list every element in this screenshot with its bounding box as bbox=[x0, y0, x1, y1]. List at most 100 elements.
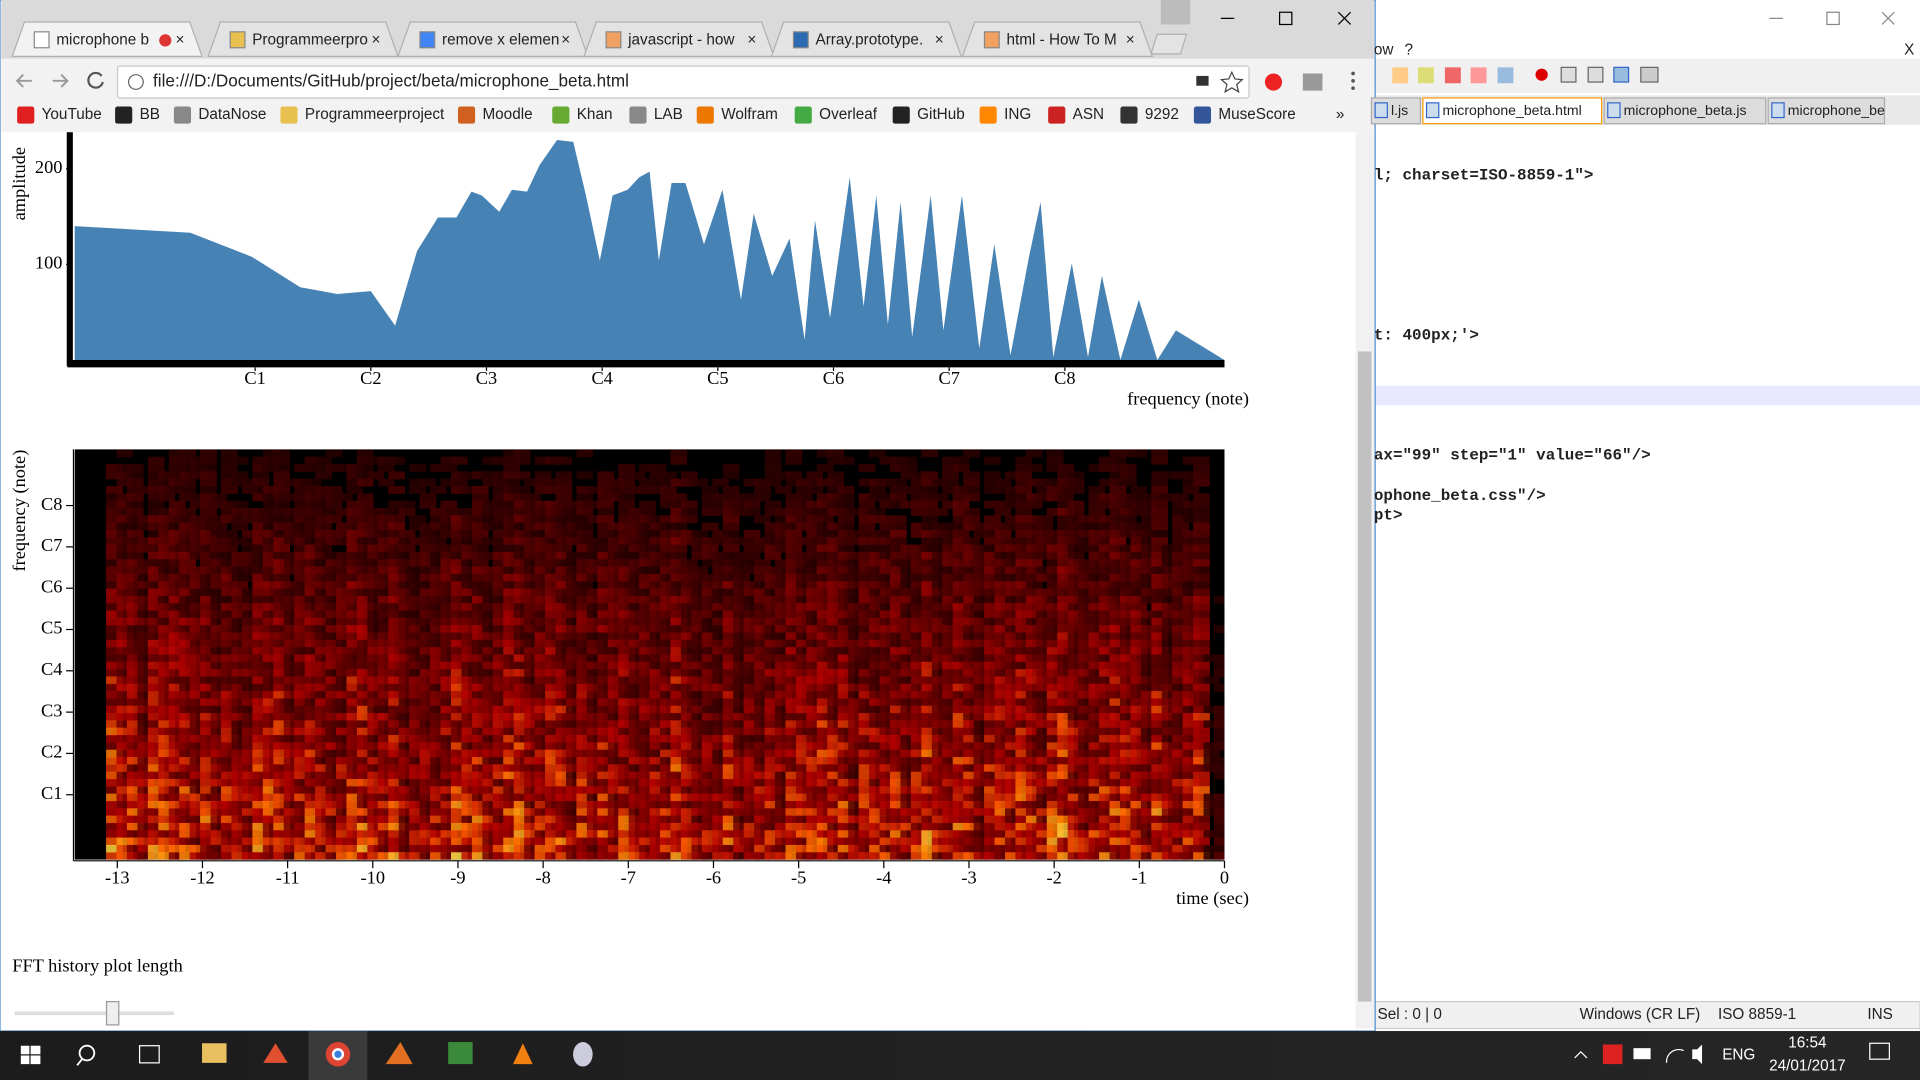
spectrogram-cell bbox=[409, 713, 426, 722]
spectrogram-cell bbox=[722, 507, 740, 516]
spectrogram-cell bbox=[482, 676, 500, 685]
spectrogram-cell bbox=[1130, 500, 1148, 509]
spectrogram-cell bbox=[346, 742, 364, 751]
spectrogram-cell bbox=[1119, 522, 1137, 531]
spectrogram-cell bbox=[785, 676, 803, 685]
editor-window-buttons[interactable] bbox=[1769, 11, 1895, 26]
spectrogram-cell bbox=[952, 735, 970, 744]
spectrogram-cell bbox=[910, 779, 928, 787]
spectrogram-cell bbox=[252, 486, 270, 494]
spectrogram-cell bbox=[618, 471, 635, 480]
spectrogram-cell bbox=[409, 669, 426, 678]
spectrogram-cell bbox=[795, 669, 813, 678]
spectrogram-cell bbox=[1161, 779, 1179, 787]
spectrogram-cell bbox=[973, 522, 991, 531]
spectrogram-cell bbox=[189, 669, 207, 678]
spectrogram-cell bbox=[294, 493, 311, 502]
spectrogram-cell bbox=[816, 691, 834, 700]
spectrogram-cell bbox=[775, 757, 792, 765]
spectrogram-cell bbox=[963, 522, 980, 531]
spectrogram-cell bbox=[534, 544, 552, 553]
spectrogram-cell bbox=[994, 808, 1012, 817]
spectrogram-cell bbox=[471, 822, 489, 831]
spectrogram-cell bbox=[283, 691, 301, 700]
spectrogram-cell bbox=[1119, 749, 1137, 758]
spectrogram-cell bbox=[879, 544, 897, 553]
spectrogram-cell bbox=[294, 537, 311, 546]
spectrogram-cell bbox=[806, 764, 824, 773]
spectrogram-cell bbox=[858, 698, 876, 707]
spectrogram-cell bbox=[1015, 749, 1033, 758]
spectrogram-cell bbox=[231, 537, 249, 546]
spectrogram-cell bbox=[984, 698, 1001, 707]
spectrogram-cell bbox=[1099, 661, 1116, 670]
spectrogram-cell bbox=[900, 786, 918, 795]
spectrogram-cell bbox=[921, 669, 939, 678]
spectrogram-cell bbox=[336, 617, 353, 626]
spectrogram-cell bbox=[1151, 691, 1169, 700]
spectrogram-cell bbox=[816, 515, 834, 524]
spectrogram-cell bbox=[607, 727, 625, 736]
spectrogram-cell bbox=[607, 683, 625, 692]
spectrogram-cell bbox=[1099, 779, 1116, 787]
spectrogram-cell bbox=[743, 529, 761, 538]
editor-toolbar-icons[interactable] bbox=[1392, 66, 1659, 84]
spectrogram-cell bbox=[158, 625, 176, 634]
spectrogram-cell bbox=[680, 610, 698, 619]
spectrogram-cell bbox=[900, 559, 918, 568]
spectrogram-cell bbox=[158, 493, 176, 502]
spectrogram-cell bbox=[848, 742, 865, 751]
spectrogram-cell bbox=[1119, 625, 1137, 634]
spectrogram-cell bbox=[1140, 617, 1158, 626]
spectrogram-cell bbox=[304, 566, 322, 575]
spectrogram-cell bbox=[440, 705, 458, 714]
spectrogram-cell bbox=[1193, 603, 1210, 612]
spectrogram-cell bbox=[200, 486, 217, 494]
spectrogram-cell bbox=[1161, 603, 1179, 612]
spectrogram-cell bbox=[984, 500, 1001, 509]
spectrogram-cell bbox=[450, 793, 468, 802]
spectrogram-cell bbox=[221, 808, 238, 817]
profile-button[interactable] bbox=[1160, 0, 1191, 25]
spectrogram-cell bbox=[513, 815, 531, 824]
spectrogram-cell bbox=[890, 581, 907, 590]
spectrogram-cell bbox=[973, 603, 991, 612]
spectrogram-cell bbox=[931, 676, 949, 685]
scroll-thumb[interactable] bbox=[1357, 351, 1372, 1002]
spectrogram-cell bbox=[586, 764, 604, 773]
spectrogram-cell bbox=[921, 610, 939, 619]
spectrogram-cell bbox=[795, 793, 813, 802]
spectrogram-cell bbox=[482, 822, 500, 831]
spectrogram-cell bbox=[503, 581, 520, 590]
address-bar[interactable] bbox=[116, 65, 1250, 99]
spectrogram-cell bbox=[660, 515, 677, 524]
address-icons[interactable] bbox=[1196, 70, 1355, 94]
spectrogram-cell bbox=[147, 639, 165, 648]
spectrogram-cell bbox=[137, 779, 155, 787]
spectrogram-cell bbox=[210, 713, 228, 722]
spectrogram-cell bbox=[1036, 676, 1054, 685]
spectrogram-cell bbox=[900, 654, 918, 663]
spectrogram-cell bbox=[325, 793, 343, 802]
spectrogram-cell bbox=[1119, 720, 1137, 729]
spectrogram-cell bbox=[722, 639, 740, 648]
spectrogram-cell bbox=[137, 573, 155, 582]
spectrogram-cell bbox=[973, 544, 991, 553]
spectrogram-cell bbox=[534, 683, 552, 692]
nav-buttons[interactable] bbox=[15, 71, 104, 89]
spectrogram-cell bbox=[283, 779, 301, 787]
spectrogram-cell bbox=[1057, 529, 1074, 538]
spectrogram-cell bbox=[722, 771, 740, 780]
spectrogram-cell bbox=[931, 808, 949, 817]
spectrogram-cell bbox=[900, 735, 918, 744]
spectrogram-cell bbox=[524, 500, 541, 509]
spectrogram-cell bbox=[273, 566, 291, 575]
spectrogram-cell bbox=[398, 588, 416, 597]
spectrogram-cell bbox=[106, 617, 123, 626]
spectrogram-cell bbox=[890, 647, 907, 656]
window-controls[interactable] bbox=[1220, 11, 1352, 26]
spectrogram-cell bbox=[450, 822, 468, 831]
spectrogram-cell bbox=[733, 727, 750, 736]
spectrogram-cell bbox=[1099, 771, 1116, 780]
spectrogram-cell bbox=[398, 815, 416, 824]
